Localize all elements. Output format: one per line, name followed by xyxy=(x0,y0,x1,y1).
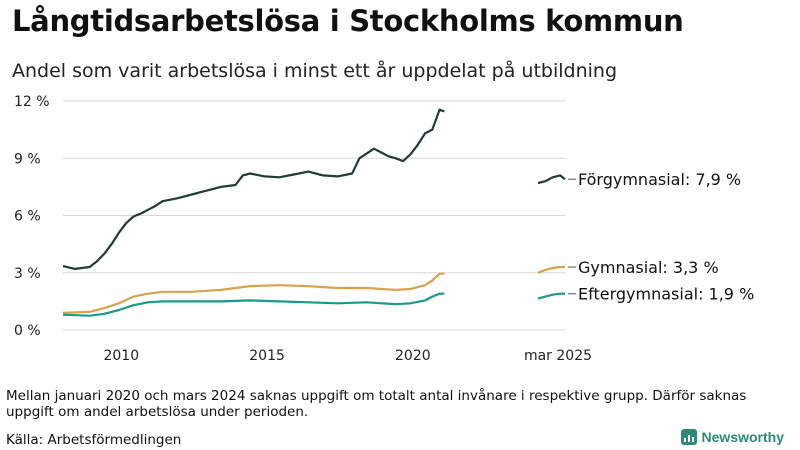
chart-subtitle: Andel som varit arbetslösa i minst ett å… xyxy=(12,60,618,82)
x-tick-label: 2010 xyxy=(103,348,139,364)
y-tick-label: 12 % xyxy=(14,94,50,110)
brand-bar-icon xyxy=(680,429,697,445)
y-tick-label: 0 % xyxy=(14,323,41,339)
y-tick-label: 6 % xyxy=(14,209,41,225)
y-tick-label: 3 % xyxy=(14,266,41,282)
series-line-history xyxy=(62,292,445,317)
series-end-label: Eftergymnasial: 1,9 % xyxy=(578,285,754,304)
x-tick-label: 2015 xyxy=(249,348,285,364)
brand-name: Newsworthy xyxy=(701,429,784,445)
y-tick-label: 9 % xyxy=(14,151,41,167)
series-line-recent xyxy=(537,265,565,274)
series-line-recent xyxy=(537,292,565,300)
series-line-history xyxy=(62,108,445,270)
line-chart: 0 % 3 % 6 % 9 % 12 % 2010 2015 2020 mar 2025 Förg… xyxy=(14,94,754,364)
series-end-label: Gymnasial: 3,3 % xyxy=(578,258,719,277)
brand-logo[interactable]: Newsworthy xyxy=(680,429,784,445)
series-end-label: Förgymnasial: 7,9 % xyxy=(578,170,741,189)
source-credit: Källa: Arbetsförmedlingen xyxy=(6,432,182,448)
series-line-history xyxy=(62,272,445,314)
x-tick-label-recent: mar 2025 xyxy=(524,348,592,364)
footnote: Mellan januari 2020 och mars 2024 saknas… xyxy=(6,388,747,420)
chart-title: Långtidsarbetslösa i Stockholms kommun xyxy=(12,4,684,38)
series-line-recent xyxy=(537,174,566,185)
x-tick-label: 2020 xyxy=(395,348,431,364)
